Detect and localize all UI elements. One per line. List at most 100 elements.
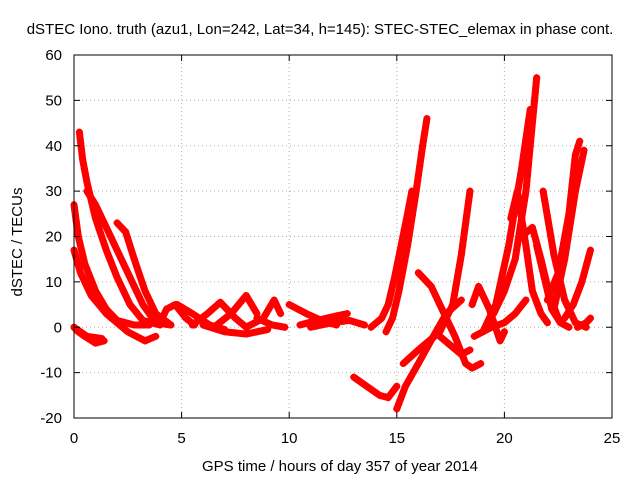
data-point [371,388,379,396]
data-point [560,260,568,268]
data-point [98,335,106,343]
data-point [411,197,419,205]
data-point [407,222,415,230]
data-point [556,319,564,327]
data-point [460,231,468,239]
data-point [235,317,243,325]
data-point [156,319,164,327]
data-point [517,169,525,177]
data-point [393,263,401,271]
data-point [88,333,96,341]
data-point [79,160,87,168]
data-point [208,306,216,314]
data-point [528,223,536,231]
data-point [506,237,514,245]
data-point [504,246,512,254]
data-point [392,301,400,309]
series-36 [574,314,594,331]
data-point [506,232,514,240]
data-point [111,269,119,277]
data-point [572,182,580,190]
data-point [409,369,417,377]
data-point [328,319,336,327]
data-point [407,373,415,381]
series-1 [70,201,153,329]
data-point [436,332,444,340]
data-point [101,242,109,250]
data-point [523,252,531,260]
data-point [582,264,590,272]
data-point [196,315,204,323]
data-point [447,305,455,313]
data-point [343,310,351,318]
series-29 [507,187,551,327]
data-point [115,278,123,286]
y-tick-label: 0 [54,319,62,336]
data-point [95,223,103,231]
data-point [212,325,220,333]
data-point [75,264,83,272]
data-point [371,320,379,328]
data-point [559,265,567,273]
data-point [96,210,104,218]
data-point [139,282,147,290]
data-point [407,217,415,225]
data-point [579,151,587,159]
data-point [565,323,573,331]
data-point [418,343,426,351]
x-tick-label: 25 [604,430,621,447]
data-point [126,301,134,309]
series-24 [436,332,474,358]
data-point [546,226,554,234]
data-point [350,373,358,381]
data-point [126,320,134,328]
data-point [415,167,423,175]
data-point [424,279,432,287]
data-point [539,187,547,195]
data-point [406,227,414,235]
data-point [132,309,140,317]
data-point [117,322,125,330]
data-point [516,207,524,215]
data-point [533,242,541,250]
data-point [147,301,155,309]
data-point [270,296,278,304]
data-point [96,228,104,236]
data-point [498,291,506,299]
data-point [455,266,463,274]
y-tick-label: -10 [40,365,62,382]
data-point [296,321,304,329]
data-point [376,391,384,399]
data-point [399,360,407,368]
data-point [412,187,420,195]
data-point [485,314,493,322]
data-point [576,137,584,145]
data-point [414,172,422,180]
data-point [568,211,576,219]
data-point [90,295,98,303]
data-point [425,337,433,345]
data-point [83,282,91,290]
data-point [203,322,211,330]
data-point [253,314,261,322]
data-point [80,255,88,263]
data-point [586,246,594,254]
x-tick-label: 15 [388,430,405,447]
data-point [402,252,410,260]
data-point [543,319,551,327]
data-point [440,310,448,318]
data-point [574,142,582,150]
data-point [561,314,569,322]
data-point [574,177,582,185]
data-point [408,212,416,220]
data-point [86,192,94,200]
data-point [87,291,95,299]
data-point [527,277,535,285]
data-point [307,323,315,331]
x-tick-label: 20 [496,430,513,447]
data-point [111,242,119,250]
data-point [450,296,458,304]
data-point [438,323,446,331]
data-point [96,302,104,310]
data-point [367,323,375,331]
